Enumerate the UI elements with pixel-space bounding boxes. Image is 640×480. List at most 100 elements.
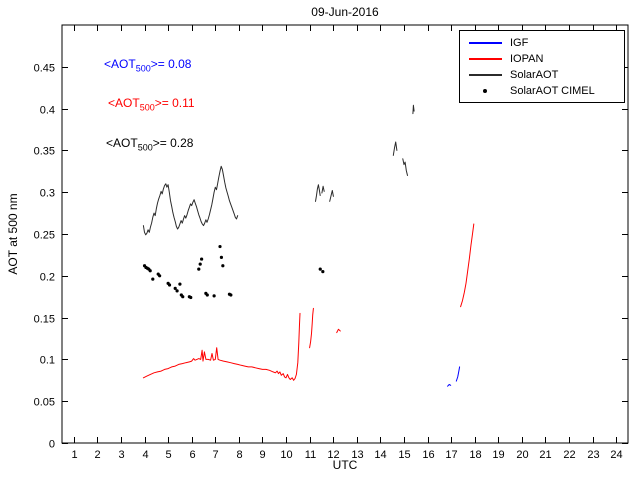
legend: IGF IOPAN SolarAOT SolarAOT CIMEL (459, 30, 625, 103)
x-tick-label: 13 (351, 449, 363, 461)
x-tick-label: 7 (212, 449, 218, 461)
mean-aot-iopan: <AOT500>= 0.11 (108, 96, 195, 112)
annotation-value: >= 0.11 (154, 96, 195, 110)
x-tick-label: 24 (610, 449, 622, 461)
series-iopan-line (336, 328, 341, 334)
x-tick-label: 6 (189, 449, 195, 461)
legend-marker-swatch (483, 89, 487, 93)
x-tick-label: 12 (327, 449, 339, 461)
series-solaraot-cimel-point (200, 257, 204, 261)
series-solaraot-cimel-point (321, 270, 325, 274)
legend-sample-iopan (469, 51, 502, 67)
series-solaraot-line (329, 190, 334, 202)
legend-item-igf: IGF (460, 35, 624, 51)
series-solaraot-cimel-point (198, 262, 202, 266)
y-tick-label: 0.25 (34, 230, 55, 242)
y-tick-label: 0.05 (34, 397, 55, 409)
x-tick-label: 4 (142, 449, 148, 461)
x-tick-label: 9 (259, 449, 265, 461)
legend-sample-solaraot-cimel (469, 83, 502, 99)
x-tick-label: 1 (71, 449, 77, 461)
series-solaraot-line (315, 184, 321, 202)
series-solaraot-cimel-point (318, 267, 322, 271)
series-solaraot-cimel-point (148, 269, 152, 273)
x-tick-label: 10 (280, 449, 292, 461)
legend-item-iopan: IOPAN (460, 51, 624, 67)
annotation-text: <AOT (108, 96, 140, 110)
x-tick-label: 14 (374, 449, 386, 461)
series-solaraot-cimel-point (218, 244, 222, 249)
series-solaraot-cimel-point (205, 293, 209, 297)
series-solaraot-line (412, 104, 415, 115)
legend-item-solaraot: SolarAOT (460, 67, 624, 83)
x-tick-label: 19 (492, 449, 504, 461)
series-solaraot-cimel-point (181, 295, 185, 299)
x-tick-label: 20 (516, 449, 528, 461)
series-igf-line (455, 366, 461, 382)
x-tick-label: 18 (469, 449, 481, 461)
series-solaraot-line (142, 165, 239, 236)
annotation-value: >= 0.28 (152, 136, 194, 150)
y-tick-label: 0.3 (40, 188, 55, 200)
series-solaraot-cimel-point (178, 282, 182, 286)
series-solaraot-cimel-point (219, 255, 224, 260)
legend-label: IOPAN (510, 53, 544, 65)
y-tick-label: 0.1 (40, 355, 55, 367)
y-tick-label: 0.4 (40, 105, 55, 117)
x-tick-label: 2 (94, 449, 100, 461)
x-tick-label: 17 (445, 449, 457, 461)
legend-item-solaraot-cimel: SolarAOT CIMEL (460, 83, 624, 99)
x-tick-label: 5 (165, 449, 171, 461)
x-tick-label: 23 (587, 449, 599, 461)
legend-label: IGF (510, 37, 529, 49)
series-solaraot-cimel-point (189, 295, 193, 300)
series-iopan-line (460, 223, 475, 308)
series-solaraot-cimel-point (175, 289, 179, 293)
x-axis-label: UTC (332, 458, 358, 472)
series-solaraot-line (392, 141, 398, 156)
legend-sample-igf (469, 35, 502, 51)
series-solaraot-line (321, 185, 325, 194)
annotation-subscript: 500 (137, 142, 153, 153)
series-solaraot-cimel-point (212, 294, 216, 298)
mean-aot-solaraot: <AOT500>= 0.28 (106, 136, 193, 152)
chart-title: 09-Jun-2016 (311, 5, 379, 19)
annotation-text: <AOT (106, 136, 138, 150)
legend-sample-solaraot (469, 67, 502, 83)
annotation-subscript: 500 (135, 63, 151, 74)
series-solaraot-cimel-point (158, 274, 162, 278)
y-tick-label: 0.2 (40, 272, 55, 284)
annotation-subscript: 500 (139, 102, 155, 113)
series-iopan-line (309, 307, 314, 349)
series-solaraot-cimel-point (229, 293, 233, 297)
mean-aot-igf: <AOT500>= 0.08 (104, 57, 191, 73)
y-tick-label: 0 (49, 439, 55, 451)
series-solaraot-cimel-point (167, 283, 172, 287)
legend-label: SolarAOT (510, 69, 559, 81)
legend-line-swatch (469, 74, 502, 76)
annotation-value: >= 0.08 (150, 57, 192, 71)
legend-label: SolarAOT CIMEL (510, 85, 595, 97)
series-solaraot-cimel-point (221, 264, 225, 268)
x-tick-label: 15 (398, 449, 410, 461)
y-tick-label: 0.15 (34, 314, 55, 326)
x-tick-label: 16 (422, 449, 434, 461)
series-solaraot-cimel-point (197, 267, 201, 271)
y-tick-label: 0.35 (34, 146, 55, 158)
legend-line-swatch (469, 42, 502, 44)
series-solaraot-line (402, 158, 408, 176)
y-tick-label: 0.45 (34, 63, 55, 75)
legend-line-swatch (469, 58, 502, 60)
series-igf-line (447, 384, 452, 387)
series-solaraot-cimel-point (173, 286, 177, 290)
annotation-text: <AOT (104, 57, 136, 71)
series-iopan-line (142, 312, 301, 381)
x-tick-label: 21 (539, 449, 551, 461)
x-tick-label: 11 (305, 449, 316, 461)
series-solaraot-cimel-point (151, 277, 155, 281)
y-axis-label: AOT at 500 nm (6, 193, 20, 275)
x-tick-label: 22 (563, 449, 575, 461)
x-tick-label: 8 (236, 449, 242, 461)
